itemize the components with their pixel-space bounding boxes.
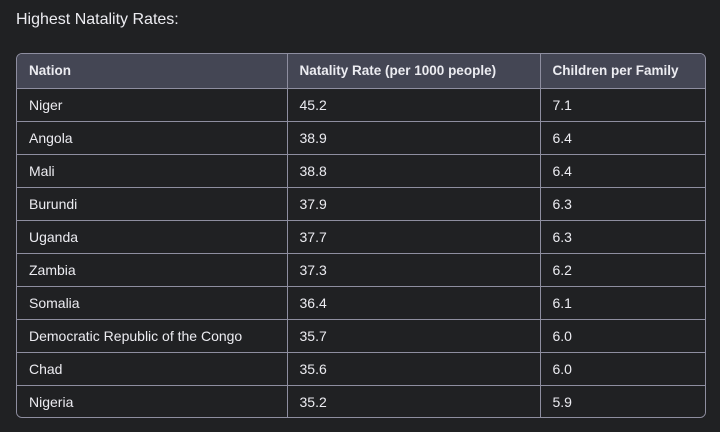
cell-natality-rate: 45.2 (287, 88, 541, 122)
cell-nation: Mali (17, 154, 288, 188)
cell-nation: Zambia (17, 253, 288, 287)
table-row: Burundi 37.9 6.3 (17, 187, 705, 221)
cell-nation: Democratic Republic of the Congo (17, 319, 288, 353)
table-row: Democratic Republic of the Congo 35.7 6.… (17, 319, 705, 353)
response-heading: Highest Natality Rates: (16, 11, 179, 28)
cell-children-per-family: 7.1 (540, 88, 705, 122)
table-row: Angola 38.9 6.4 (17, 121, 705, 155)
natality-table-container: Nation Natality Rate (per 1000 people) C… (16, 53, 706, 418)
cell-children-per-family: 6.1 (540, 286, 705, 320)
cell-nation: Somalia (17, 286, 288, 320)
cell-nation: Angola (17, 121, 288, 155)
table-body: Niger 45.2 7.1 Angola 38.9 6.4 Mali 38.8… (17, 88, 705, 417)
cell-children-per-family: 6.0 (540, 319, 705, 353)
table-header-row: Nation Natality Rate (per 1000 people) C… (17, 54, 705, 89)
natality-table: Nation Natality Rate (per 1000 people) C… (17, 54, 705, 417)
table-header: Nation Natality Rate (per 1000 people) C… (17, 54, 705, 89)
cell-nation: Niger (17, 88, 288, 122)
cell-nation: Burundi (17, 187, 288, 221)
cell-natality-rate: 35.2 (287, 385, 541, 417)
cell-nation: Chad (17, 352, 288, 386)
cell-natality-rate: 37.7 (287, 220, 541, 254)
table-row: Zambia 37.3 6.2 (17, 253, 705, 287)
cell-natality-rate: 35.7 (287, 319, 541, 353)
cell-natality-rate: 35.6 (287, 352, 541, 386)
column-header-nation: Nation (17, 54, 288, 89)
table-row: Uganda 37.7 6.3 (17, 220, 705, 254)
table-row: Chad 35.6 6.0 (17, 352, 705, 386)
table-row: Somalia 36.4 6.1 (17, 286, 705, 320)
cell-nation: Nigeria (17, 385, 288, 417)
column-header-natality-rate: Natality Rate (per 1000 people) (287, 54, 541, 89)
table-row: Mali 38.8 6.4 (17, 154, 705, 188)
column-header-children-per-family: Children per Family (540, 54, 705, 89)
cell-children-per-family: 6.4 (540, 121, 705, 155)
cell-children-per-family: 6.2 (540, 253, 705, 287)
table-row: Nigeria 35.2 5.9 (17, 385, 705, 417)
cell-natality-rate: 37.3 (287, 253, 541, 287)
cell-nation: Uganda (17, 220, 288, 254)
cell-children-per-family: 6.4 (540, 154, 705, 188)
cell-children-per-family: 5.9 (552, 393, 572, 410)
table-row: Niger 45.2 7.1 (17, 88, 705, 122)
cell-natality-rate: 37.9 (287, 187, 541, 221)
cell-children-per-family: 6.3 (540, 187, 705, 221)
cell-natality-rate: 38.9 (287, 121, 541, 155)
cell-natality-rate: 36.4 (287, 286, 541, 320)
cell-natality-rate: 38.8 (287, 154, 541, 188)
cell-children-per-family: 6.3 (540, 220, 705, 254)
cell-children-per-family: 6.0 (540, 352, 705, 386)
